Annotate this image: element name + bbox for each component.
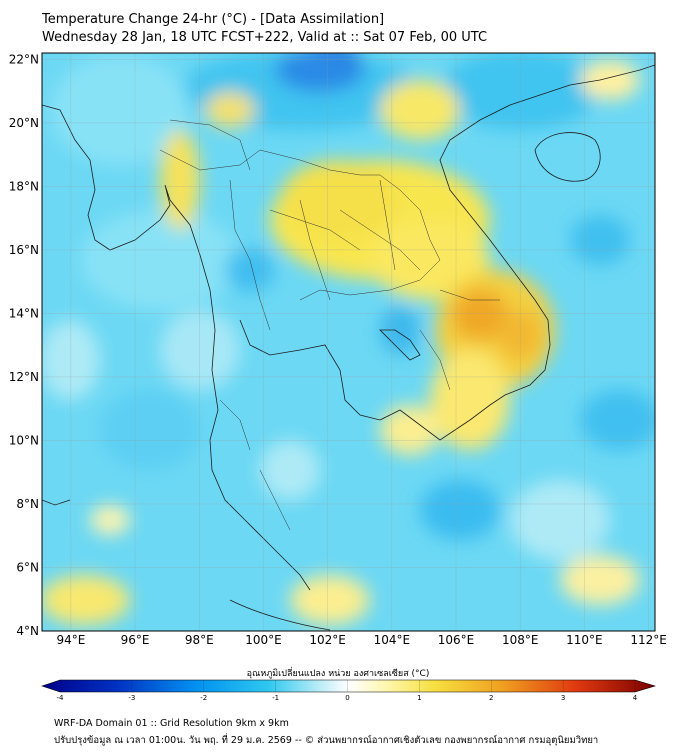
latitude-label: 20°N: [9, 116, 39, 130]
temperature-change-map: 22°N 20°N 18°N 16°N 14°N 12°N 10°N 8°N 6°N 4°N 94…: [9, 52, 667, 700]
coastlines: [42, 64, 655, 631]
longitude-label: 100°E: [245, 633, 282, 647]
colorbar-tick-label: 2: [489, 694, 493, 700]
latitude-label: 14°N: [9, 306, 39, 320]
latitude-label: 16°N: [9, 243, 39, 257]
latitude-label: 10°N: [9, 433, 39, 447]
longitude-labels: 94°E 96°E 98°E 100°E 102°E 104°E 106°E 108°E 110…: [56, 633, 666, 647]
map-subtitle: Wednesday 28 Jan, 18 UTC FCST+222, Valid…: [42, 30, 488, 45]
longitude-label: 98°E: [185, 633, 214, 647]
longitude-label: 94°E: [56, 633, 85, 647]
longitude-label: 112°E: [630, 633, 667, 647]
colorbar-tick-label: 3: [561, 694, 565, 700]
longitude-label: 108°E: [502, 633, 539, 647]
longitude-label: 110°E: [566, 633, 603, 647]
latitude-label: 8°N: [16, 497, 39, 511]
footer-line-2: ปรับปรุงข้อมูล ณ เวลา 01:00น. วัน พฤ. ที…: [54, 735, 599, 746]
colorbar-tick-label: 1: [417, 694, 421, 700]
admin-borders: [159, 119, 500, 531]
colorbar-ticks: -4 -3 -2 -1 0 1 2 3 4: [57, 680, 638, 700]
colorbar-tick-label: 0: [345, 694, 349, 700]
latitude-label: 12°N: [9, 370, 39, 384]
latitude-label: 6°N: [16, 560, 39, 574]
map-frame: [41, 52, 656, 632]
colorbar-tick-label: -2: [200, 694, 207, 700]
temperature-field: [42, 53, 655, 631]
longitude-label: 104°E: [374, 633, 411, 647]
colorbar-tick-label: -4: [57, 694, 65, 700]
colorbar-tick-label: -3: [128, 694, 135, 700]
longitude-label: 102°E: [309, 633, 346, 647]
latitude-label: 18°N: [9, 179, 39, 193]
colorbar-tick-label: 4: [633, 694, 638, 700]
latitude-labels: 22°N 20°N 18°N 16°N 14°N 12°N 10°N 8°N 6°N 4°N: [9, 52, 39, 638]
longitude-label: 106°E: [438, 633, 475, 647]
footer-line-1: WRF-DA Domain 01 :: Grid Resolution 9km …: [54, 718, 289, 729]
colorbar: -4 -3 -2 -1 0 1 2 3 4: [41, 679, 657, 700]
colorbar-tick-label: -1: [272, 694, 279, 700]
latitude-label: 22°N: [9, 52, 39, 66]
latitude-label: 4°N: [16, 624, 39, 638]
graticule: [42, 53, 655, 631]
colorbar-title: อุณหภูมิเปลี่ยนแปลง หน่วย องศาเซลเซียส (…: [246, 669, 430, 679]
map-title: Temperature Change 24-hr (°C) - [Data As…: [42, 12, 385, 27]
longitude-label: 96°E: [121, 633, 150, 647]
